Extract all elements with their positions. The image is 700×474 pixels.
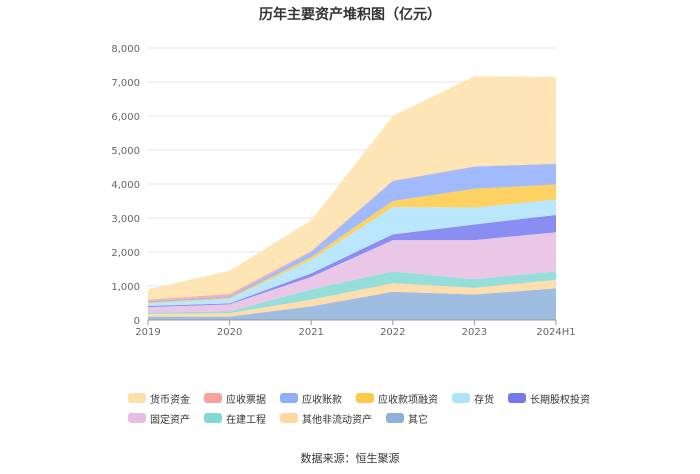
area-series-在建工程 <box>148 271 556 314</box>
x-tick-label: 2021 <box>298 327 323 338</box>
legend-swatch <box>128 393 146 403</box>
area-series-存货 <box>148 199 556 307</box>
legend-label: 货币资金 <box>150 394 190 406</box>
legend-swatch <box>386 413 404 423</box>
legend-label: 长期股权投资 <box>530 394 590 406</box>
area-series-应收账款 <box>148 163 556 303</box>
area-series-固定资产 <box>148 232 556 313</box>
x-tick-label: 2020 <box>217 327 242 338</box>
area-series-长期股权投资 <box>148 214 556 308</box>
area-series-layer <box>148 76 556 320</box>
y-tick-label: 8,000 <box>111 44 140 55</box>
legend-swatch <box>452 393 470 403</box>
x-tick-label: 2022 <box>380 327 405 338</box>
y-tick-label: 1,000 <box>111 282 140 293</box>
legend-item[interactable]: 应收款项融资 <box>356 391 438 406</box>
area-series-其他非流动资产 <box>148 279 556 317</box>
legend-item[interactable]: 长期股权投资 <box>508 391 590 406</box>
area-series-货币资金 <box>148 76 556 300</box>
y-tick-label: 4,000 <box>111 180 140 191</box>
legend-swatch <box>356 393 374 403</box>
y-tick-label: 6,000 <box>111 112 140 123</box>
legend-item[interactable]: 存货 <box>452 391 494 406</box>
legend-item[interactable]: 应收票据 <box>204 391 266 406</box>
y-tick-label: 0 <box>134 316 140 327</box>
legend: 货币资金 应收票据 应收账款 应收款项融资 存货 长期股权投资固定资产 在建工程 其他非流动资… <box>128 388 590 428</box>
legend-item[interactable]: 货币资金 <box>128 391 190 406</box>
legend-item[interactable]: 应收账款 <box>280 391 342 406</box>
y-tick-label: 5,000 <box>111 146 140 157</box>
legend-label: 应收款项融资 <box>378 394 438 406</box>
legend-row: 货币资金 应收票据 应收账款 应收款项融资 存货 长期股权投资 <box>128 388 590 408</box>
x-tick-label: 2019 <box>135 327 160 338</box>
chart-title: 历年主要资产堆积图（亿元） <box>259 7 441 23</box>
legend-label: 固定资产 <box>150 414 190 426</box>
legend-label: 其它 <box>408 414 428 426</box>
legend-row: 固定资产 在建工程 其他非流动资产 其它 <box>128 408 588 428</box>
axes: 0 1,000 2,000 3,000 4,000 5,000 6,000 7,000 8,00… <box>111 44 575 338</box>
y-tick-label: 2,000 <box>111 248 140 259</box>
legend-swatch <box>508 393 526 403</box>
legend-swatch <box>280 413 298 423</box>
legend-swatch <box>204 393 222 403</box>
legend-label: 其他非流动资产 <box>302 414 372 426</box>
x-tick-label: 2023 <box>462 327 487 338</box>
legend-label: 应收账款 <box>302 394 342 406</box>
area-series-其它 <box>148 288 556 320</box>
y-tick-label: 7,000 <box>111 78 140 89</box>
legend-item[interactable]: 其他非流动资产 <box>280 411 372 426</box>
legend-item[interactable]: 在建工程 <box>204 411 266 426</box>
legend-item[interactable]: 其它 <box>386 411 428 426</box>
legend-swatch <box>128 413 146 423</box>
legend-swatch <box>204 413 222 423</box>
data-source-note: 数据来源：恒生聚源 <box>300 452 400 465</box>
legend-item[interactable]: 固定资产 <box>128 411 190 426</box>
legend-swatch <box>280 393 298 403</box>
area-series-应收款项融资 <box>148 184 556 304</box>
legend-label: 在建工程 <box>226 414 266 426</box>
legend-label: 应收票据 <box>226 394 266 406</box>
x-tick-label: 2024H1 <box>536 327 575 338</box>
legend-label: 存货 <box>474 394 494 406</box>
y-tick-label: 3,000 <box>111 214 140 225</box>
